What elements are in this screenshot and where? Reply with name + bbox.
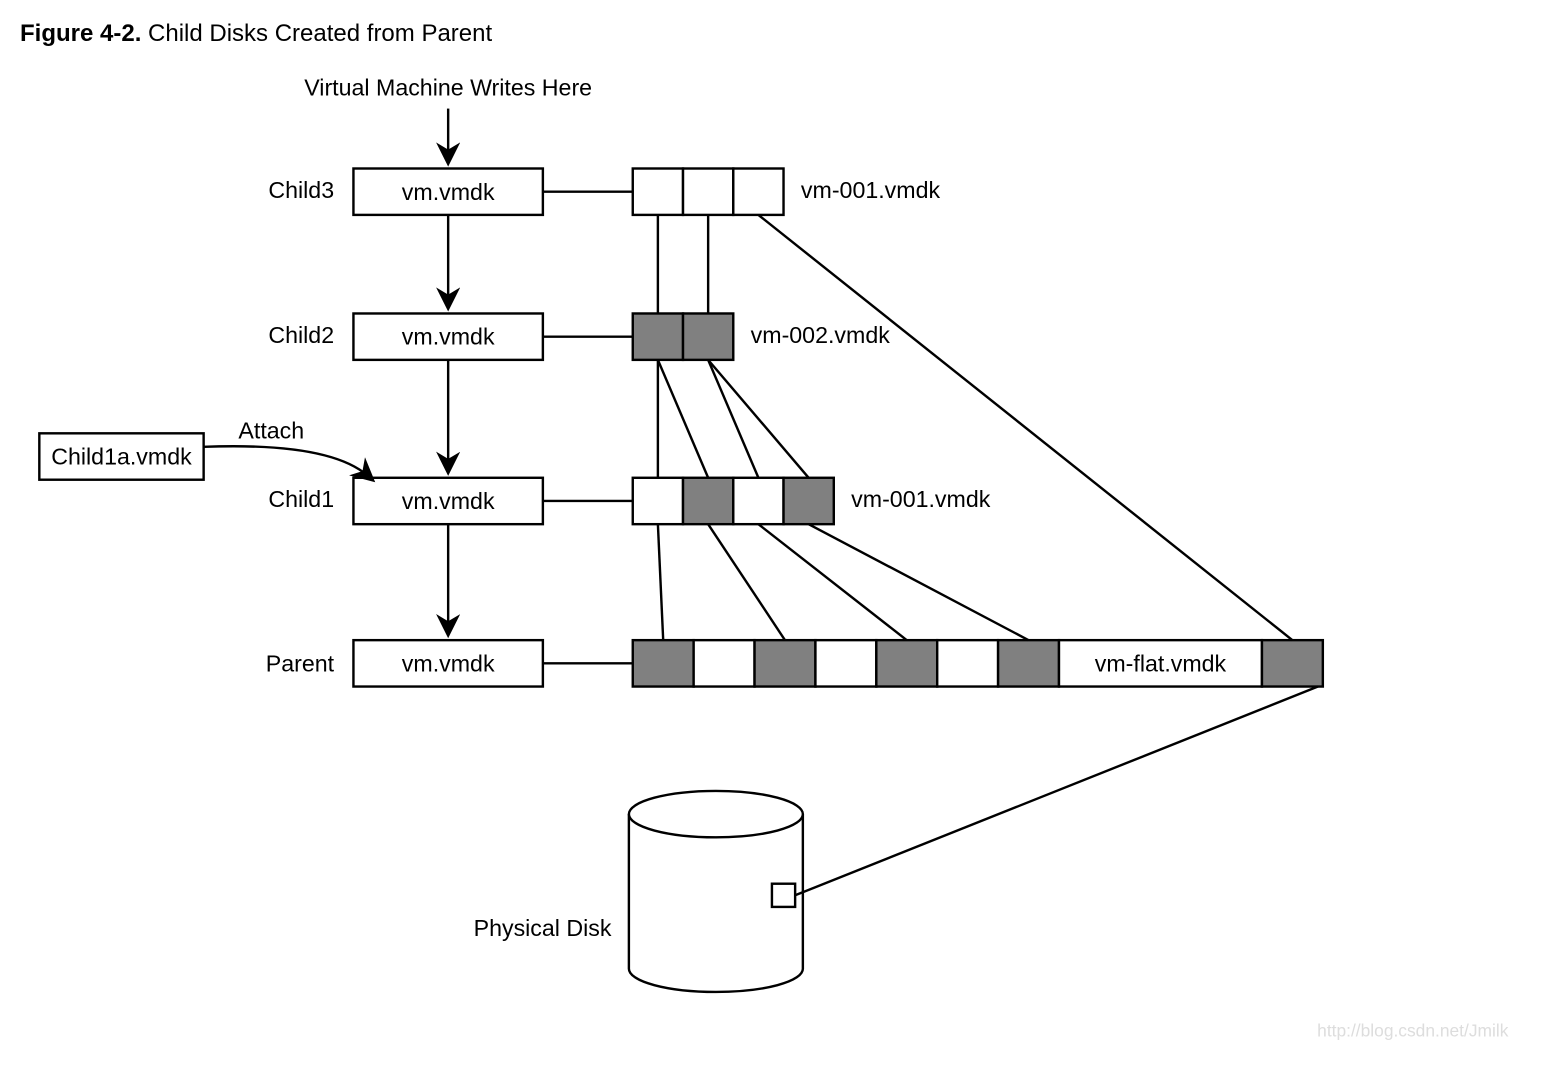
data-cell-3-4 (876, 640, 937, 686)
vmdk-label-2: vm.vmdk (402, 488, 495, 514)
map-c1-3 (809, 524, 1029, 640)
row-label-0: Child3 (268, 177, 334, 203)
row-label-1: Child2 (268, 322, 334, 348)
data-cell-2-2 (733, 478, 783, 524)
data-cell-3-5 (937, 640, 998, 686)
header-label: Virtual Machine Writes Here (304, 74, 592, 100)
data-cell-2-0 (633, 478, 683, 524)
map-c1-2 (758, 524, 906, 640)
data-cell-3-0 (633, 640, 694, 686)
data-cell-3-2 (755, 640, 816, 686)
parent-to-disk (795, 687, 1318, 896)
disk-diagram: Virtual Machine Writes Here Child3 vm.vmdk… (20, 58, 1520, 1058)
data-cell-0-0 (633, 169, 683, 215)
row-label-2: Child1 (268, 486, 334, 512)
map-c1-1 (708, 524, 785, 640)
cylinder-top (629, 791, 803, 837)
map-c2-1b (708, 360, 809, 478)
figure-title: Figure 4-2. Child Disks Created from Par… (20, 20, 1532, 48)
data-cell-2-1 (683, 478, 733, 524)
child1a-label: Child1a.vmdk (51, 444, 192, 470)
data-label-2: vm-001.vmdk (851, 486, 991, 512)
figure-number: Figure 4-2. (20, 20, 141, 47)
data-cell-1-0 (633, 313, 683, 359)
figure-caption: Child Disks Created from Parent (148, 20, 492, 47)
map-c2-0b (658, 360, 708, 478)
row-label-3: Parent (266, 650, 335, 676)
data-cell-3-6 (998, 640, 1059, 686)
data-label-3: vm-flat.vmdk (1095, 650, 1227, 676)
physical-disk-label: Physical Disk (474, 915, 612, 941)
data-cell-3-1 (694, 640, 755, 686)
data-cell-3-8 (1262, 640, 1323, 686)
vmdk-label-0: vm.vmdk (402, 179, 495, 205)
watermark: http://blog.csdn.net/Jmilk (1317, 1020, 1509, 1040)
map-c2-1a (708, 360, 758, 478)
vmdk-label-3: vm.vmdk (402, 650, 495, 676)
data-cell-3-3 (815, 640, 876, 686)
data-label-1: vm-002.vmdk (751, 322, 891, 348)
attach-label: Attach (238, 417, 304, 443)
data-cell-1-1 (683, 313, 733, 359)
map-c1-0 (658, 524, 663, 640)
data-cell-0-1 (683, 169, 733, 215)
cylinder-marker (772, 884, 795, 907)
data-cell-2-3 (784, 478, 834, 524)
vmdk-label-1: vm.vmdk (402, 324, 495, 350)
data-label-0: vm-001.vmdk (801, 177, 941, 203)
map-c3-2 (758, 215, 1292, 640)
attach-arrow (204, 446, 368, 476)
data-cell-0-2 (733, 169, 783, 215)
